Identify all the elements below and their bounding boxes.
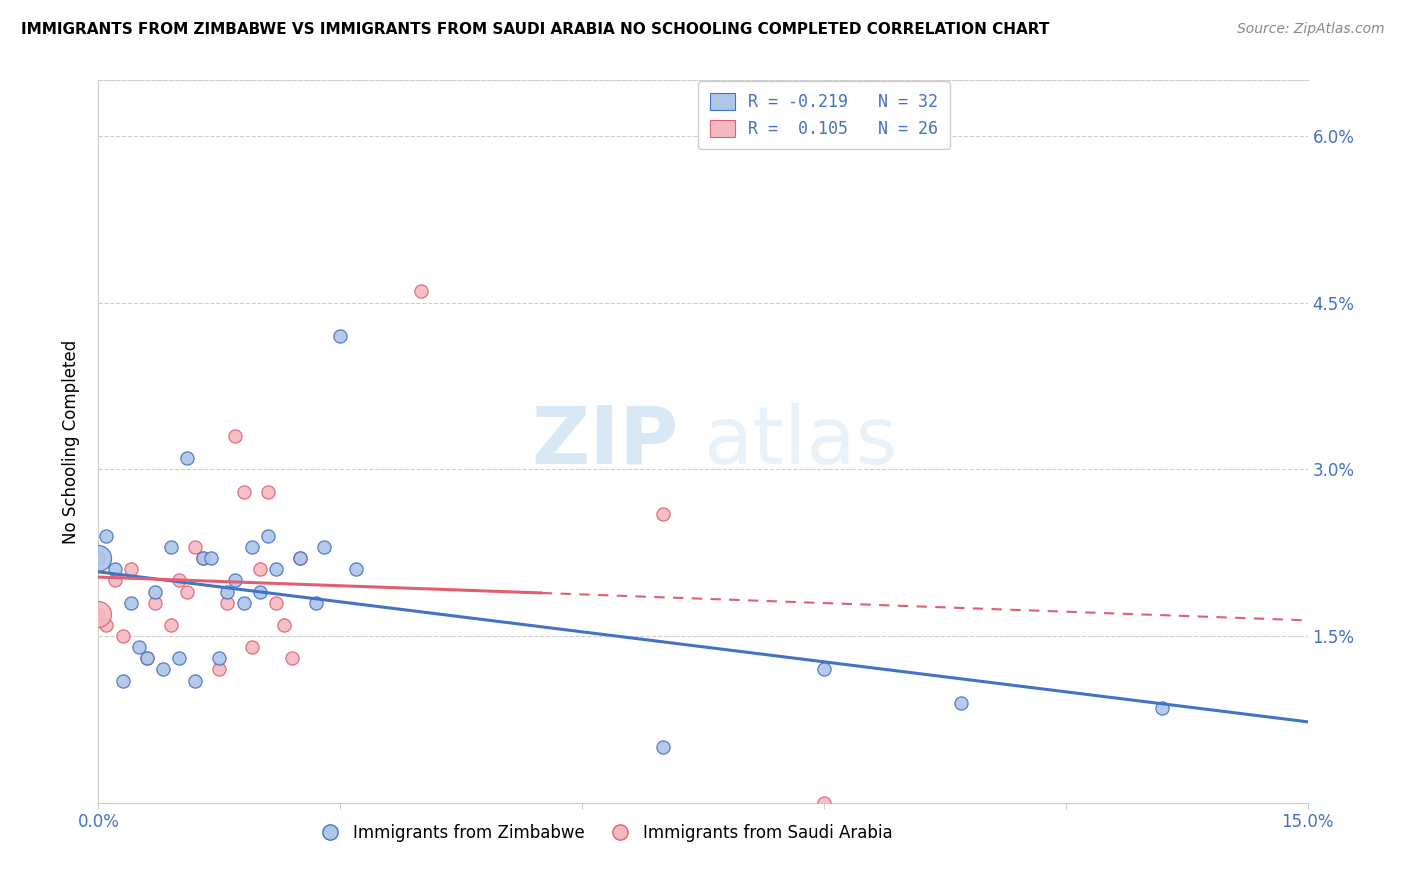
Point bbox=[288, 551, 311, 566]
Point bbox=[160, 540, 183, 554]
Point bbox=[813, 662, 835, 676]
Point bbox=[111, 673, 134, 688]
Point bbox=[208, 651, 231, 665]
Point bbox=[256, 484, 278, 499]
Text: IMMIGRANTS FROM ZIMBABWE VS IMMIGRANTS FROM SAUDI ARABIA NO SCHOOLING COMPLETED : IMMIGRANTS FROM ZIMBABWE VS IMMIGRANTS F… bbox=[21, 22, 1049, 37]
Point bbox=[813, 796, 835, 810]
Point bbox=[87, 551, 110, 566]
Point bbox=[264, 562, 287, 576]
Point bbox=[288, 551, 311, 566]
Point bbox=[120, 596, 142, 610]
Point bbox=[120, 562, 142, 576]
Point bbox=[949, 696, 972, 710]
Point bbox=[329, 329, 352, 343]
Point bbox=[87, 607, 110, 621]
Point bbox=[103, 562, 125, 576]
Point bbox=[232, 596, 254, 610]
Point bbox=[152, 662, 174, 676]
Point bbox=[96, 529, 118, 543]
Point bbox=[256, 529, 278, 543]
Point bbox=[224, 429, 246, 443]
Point bbox=[249, 562, 271, 576]
Legend: Immigrants from Zimbabwe, Immigrants from Saudi Arabia: Immigrants from Zimbabwe, Immigrants fro… bbox=[314, 817, 900, 848]
Point bbox=[651, 740, 673, 755]
Point bbox=[176, 584, 198, 599]
Point bbox=[314, 540, 336, 554]
Point bbox=[103, 574, 125, 588]
Point bbox=[167, 651, 190, 665]
Point bbox=[193, 551, 215, 566]
Point bbox=[87, 551, 110, 566]
Point bbox=[96, 618, 118, 632]
Point bbox=[305, 596, 328, 610]
Point bbox=[176, 451, 198, 466]
Point bbox=[193, 551, 215, 566]
Point bbox=[208, 662, 231, 676]
Point bbox=[167, 574, 190, 588]
Point bbox=[281, 651, 304, 665]
Point bbox=[87, 607, 110, 621]
Point bbox=[273, 618, 295, 632]
Point bbox=[184, 673, 207, 688]
Point bbox=[264, 596, 287, 610]
Point bbox=[128, 640, 150, 655]
Point bbox=[217, 584, 239, 599]
Y-axis label: No Schooling Completed: No Schooling Completed bbox=[62, 340, 80, 543]
Point bbox=[409, 285, 432, 299]
Point bbox=[344, 562, 367, 576]
Point bbox=[651, 507, 673, 521]
Point bbox=[249, 584, 271, 599]
Point bbox=[224, 574, 246, 588]
Text: atlas: atlas bbox=[703, 402, 897, 481]
Text: Source: ZipAtlas.com: Source: ZipAtlas.com bbox=[1237, 22, 1385, 37]
Point bbox=[135, 651, 157, 665]
Text: ZIP: ZIP bbox=[531, 402, 679, 481]
Point bbox=[184, 540, 207, 554]
Point bbox=[143, 584, 166, 599]
Point bbox=[240, 540, 263, 554]
Point bbox=[200, 551, 222, 566]
Point bbox=[217, 596, 239, 610]
Point bbox=[135, 651, 157, 665]
Point bbox=[143, 596, 166, 610]
Point bbox=[232, 484, 254, 499]
Point bbox=[111, 629, 134, 643]
Point bbox=[240, 640, 263, 655]
Point bbox=[1152, 701, 1174, 715]
Point bbox=[160, 618, 183, 632]
